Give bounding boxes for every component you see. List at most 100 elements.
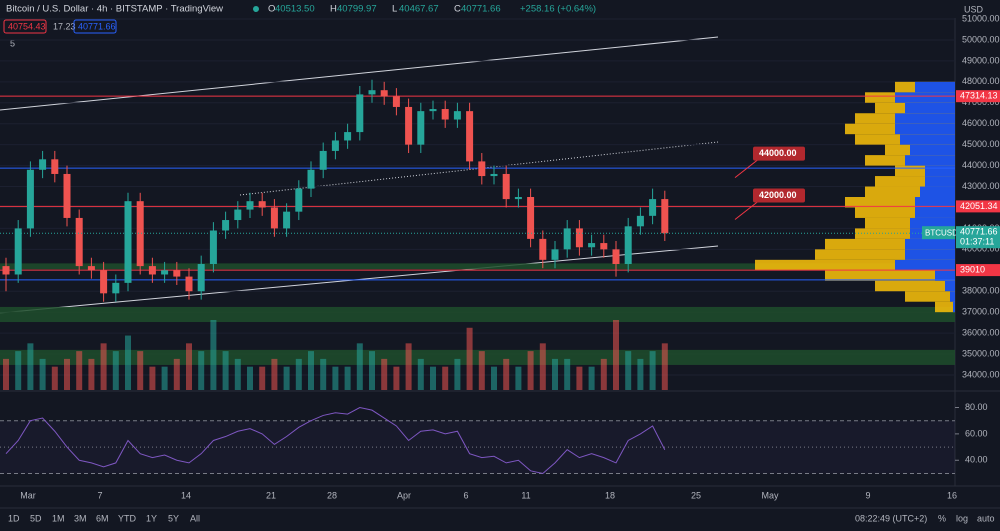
candle-body: [368, 90, 376, 95]
y-tick-label: 43000.00: [962, 181, 1000, 191]
clock: 08:22:49 (UTC+2): [855, 513, 927, 523]
volume-bar: [637, 358, 644, 390]
rsi-band: [0, 420, 955, 474]
ohlc-value: 40799.97: [337, 4, 377, 15]
price-badge: [956, 200, 1000, 213]
volume-bar: [381, 358, 388, 390]
volume-bar: [198, 351, 205, 390]
zone: [0, 263, 955, 270]
zone: [0, 306, 955, 323]
candle-body: [612, 249, 620, 265]
range-button[interactable]: 6M: [96, 513, 109, 523]
candle-body: [490, 173, 498, 177]
annotation-box: [753, 146, 805, 161]
buy-box[interactable]: [73, 19, 117, 34]
volume-bar: [222, 351, 229, 390]
indicators[interactable]: 5: [10, 38, 15, 48]
profile-bar: [905, 249, 955, 260]
profile-bar: [895, 113, 955, 124]
profile-bar: [905, 238, 955, 250]
candle-body: [514, 197, 522, 200]
candle-body: [624, 226, 632, 265]
volume-bar: [100, 343, 107, 390]
last-price: 40771.66: [960, 227, 998, 237]
candle-body: [26, 169, 34, 229]
profile-bar: [825, 238, 955, 250]
x-tick-label: 11: [521, 490, 530, 500]
rsi-tick-label: 40.00: [965, 455, 988, 465]
symbol: Bitcoin / U.S. Dollar · 4h · BITSTAMP · …: [6, 4, 223, 15]
y-tick-label: 37000.00: [962, 307, 1000, 317]
scale-option[interactable]: %: [938, 513, 946, 523]
candle-body: [161, 270, 169, 275]
volume-bar: [125, 335, 131, 390]
y-tick-label: 40000.00: [962, 244, 1000, 254]
volume-bar: [295, 358, 302, 390]
annotation-pointer: [734, 159, 759, 178]
profile-bar: [910, 217, 955, 229]
profile-bar: [855, 207, 955, 218]
candle-body: [270, 207, 278, 229]
volume-bar: [344, 366, 351, 390]
range-button[interactable]: 1D: [8, 513, 20, 523]
volume-bar: [112, 351, 119, 390]
candle-body: [283, 211, 291, 229]
volume-bar: [161, 366, 168, 390]
change: +258.16 (+0.64%): [520, 4, 596, 15]
volume-bar: [88, 358, 95, 390]
profile-bar: [905, 102, 955, 114]
scale-option[interactable]: auto: [977, 513, 995, 523]
volume-bar: [625, 351, 632, 390]
range-button[interactable]: 3M: [74, 513, 87, 523]
volume-bar: [564, 358, 571, 390]
volume-bar: [393, 366, 400, 390]
range-button[interactable]: YTD: [118, 513, 137, 523]
candle-body: [661, 199, 669, 234]
price-badge: [956, 264, 1000, 277]
range-button[interactable]: 5D: [30, 513, 42, 523]
x-tick-label: May: [761, 490, 779, 500]
ohlc-key: O: [268, 4, 275, 15]
ohlc-value: 40771.66: [461, 4, 501, 15]
x-tick-label: Apr: [397, 490, 411, 500]
volume-bar: [137, 351, 144, 390]
profile-bar: [915, 207, 955, 218]
y-tick-label: 35000.00: [962, 348, 1000, 358]
candle-body: [453, 111, 461, 120]
range-button[interactable]: 1M: [52, 513, 65, 523]
candle-body: [295, 188, 303, 212]
price-badge: [956, 90, 1000, 103]
volume-bar: [308, 351, 314, 390]
profile-bar: [815, 249, 955, 260]
price-badge-label: 42051.34: [960, 201, 998, 211]
rsi-tick-label: 60.00: [965, 428, 988, 438]
y-tick-label: 48000.00: [962, 76, 1000, 86]
range-button[interactable]: All: [190, 513, 200, 523]
volume-bar: [369, 351, 375, 390]
candle-body: [575, 228, 583, 248]
sell-box[interactable]: [3, 19, 47, 34]
range-button[interactable]: 5Y: [168, 513, 179, 523]
scale-option[interactable]: log: [956, 513, 968, 523]
volume-bar: [27, 343, 34, 390]
candle-body: [51, 159, 59, 174]
range-button[interactable]: 1Y: [146, 513, 157, 523]
candle-body: [466, 111, 474, 162]
x-tick-label: 28: [327, 490, 337, 500]
ohlc-key: C: [454, 4, 461, 15]
spread: 17.23: [53, 21, 76, 31]
profile-bar: [953, 301, 955, 313]
candle-body: [405, 106, 413, 145]
x-tick-label: 25: [691, 490, 701, 500]
candle-body: [441, 109, 449, 120]
x-tick-label: 18: [605, 490, 615, 500]
candle-body: [258, 201, 266, 208]
x-tick-label: 7: [97, 490, 102, 500]
header-bar: [0, 0, 1000, 18]
volume-bar: [552, 358, 558, 390]
y-tick-label: 51000.00: [962, 13, 1000, 23]
x-tick-label: 14: [181, 490, 191, 500]
candle-body: [209, 230, 217, 265]
ohlc-value: 40467.67: [399, 4, 439, 15]
price-badge-label: 47314.13: [960, 91, 998, 101]
